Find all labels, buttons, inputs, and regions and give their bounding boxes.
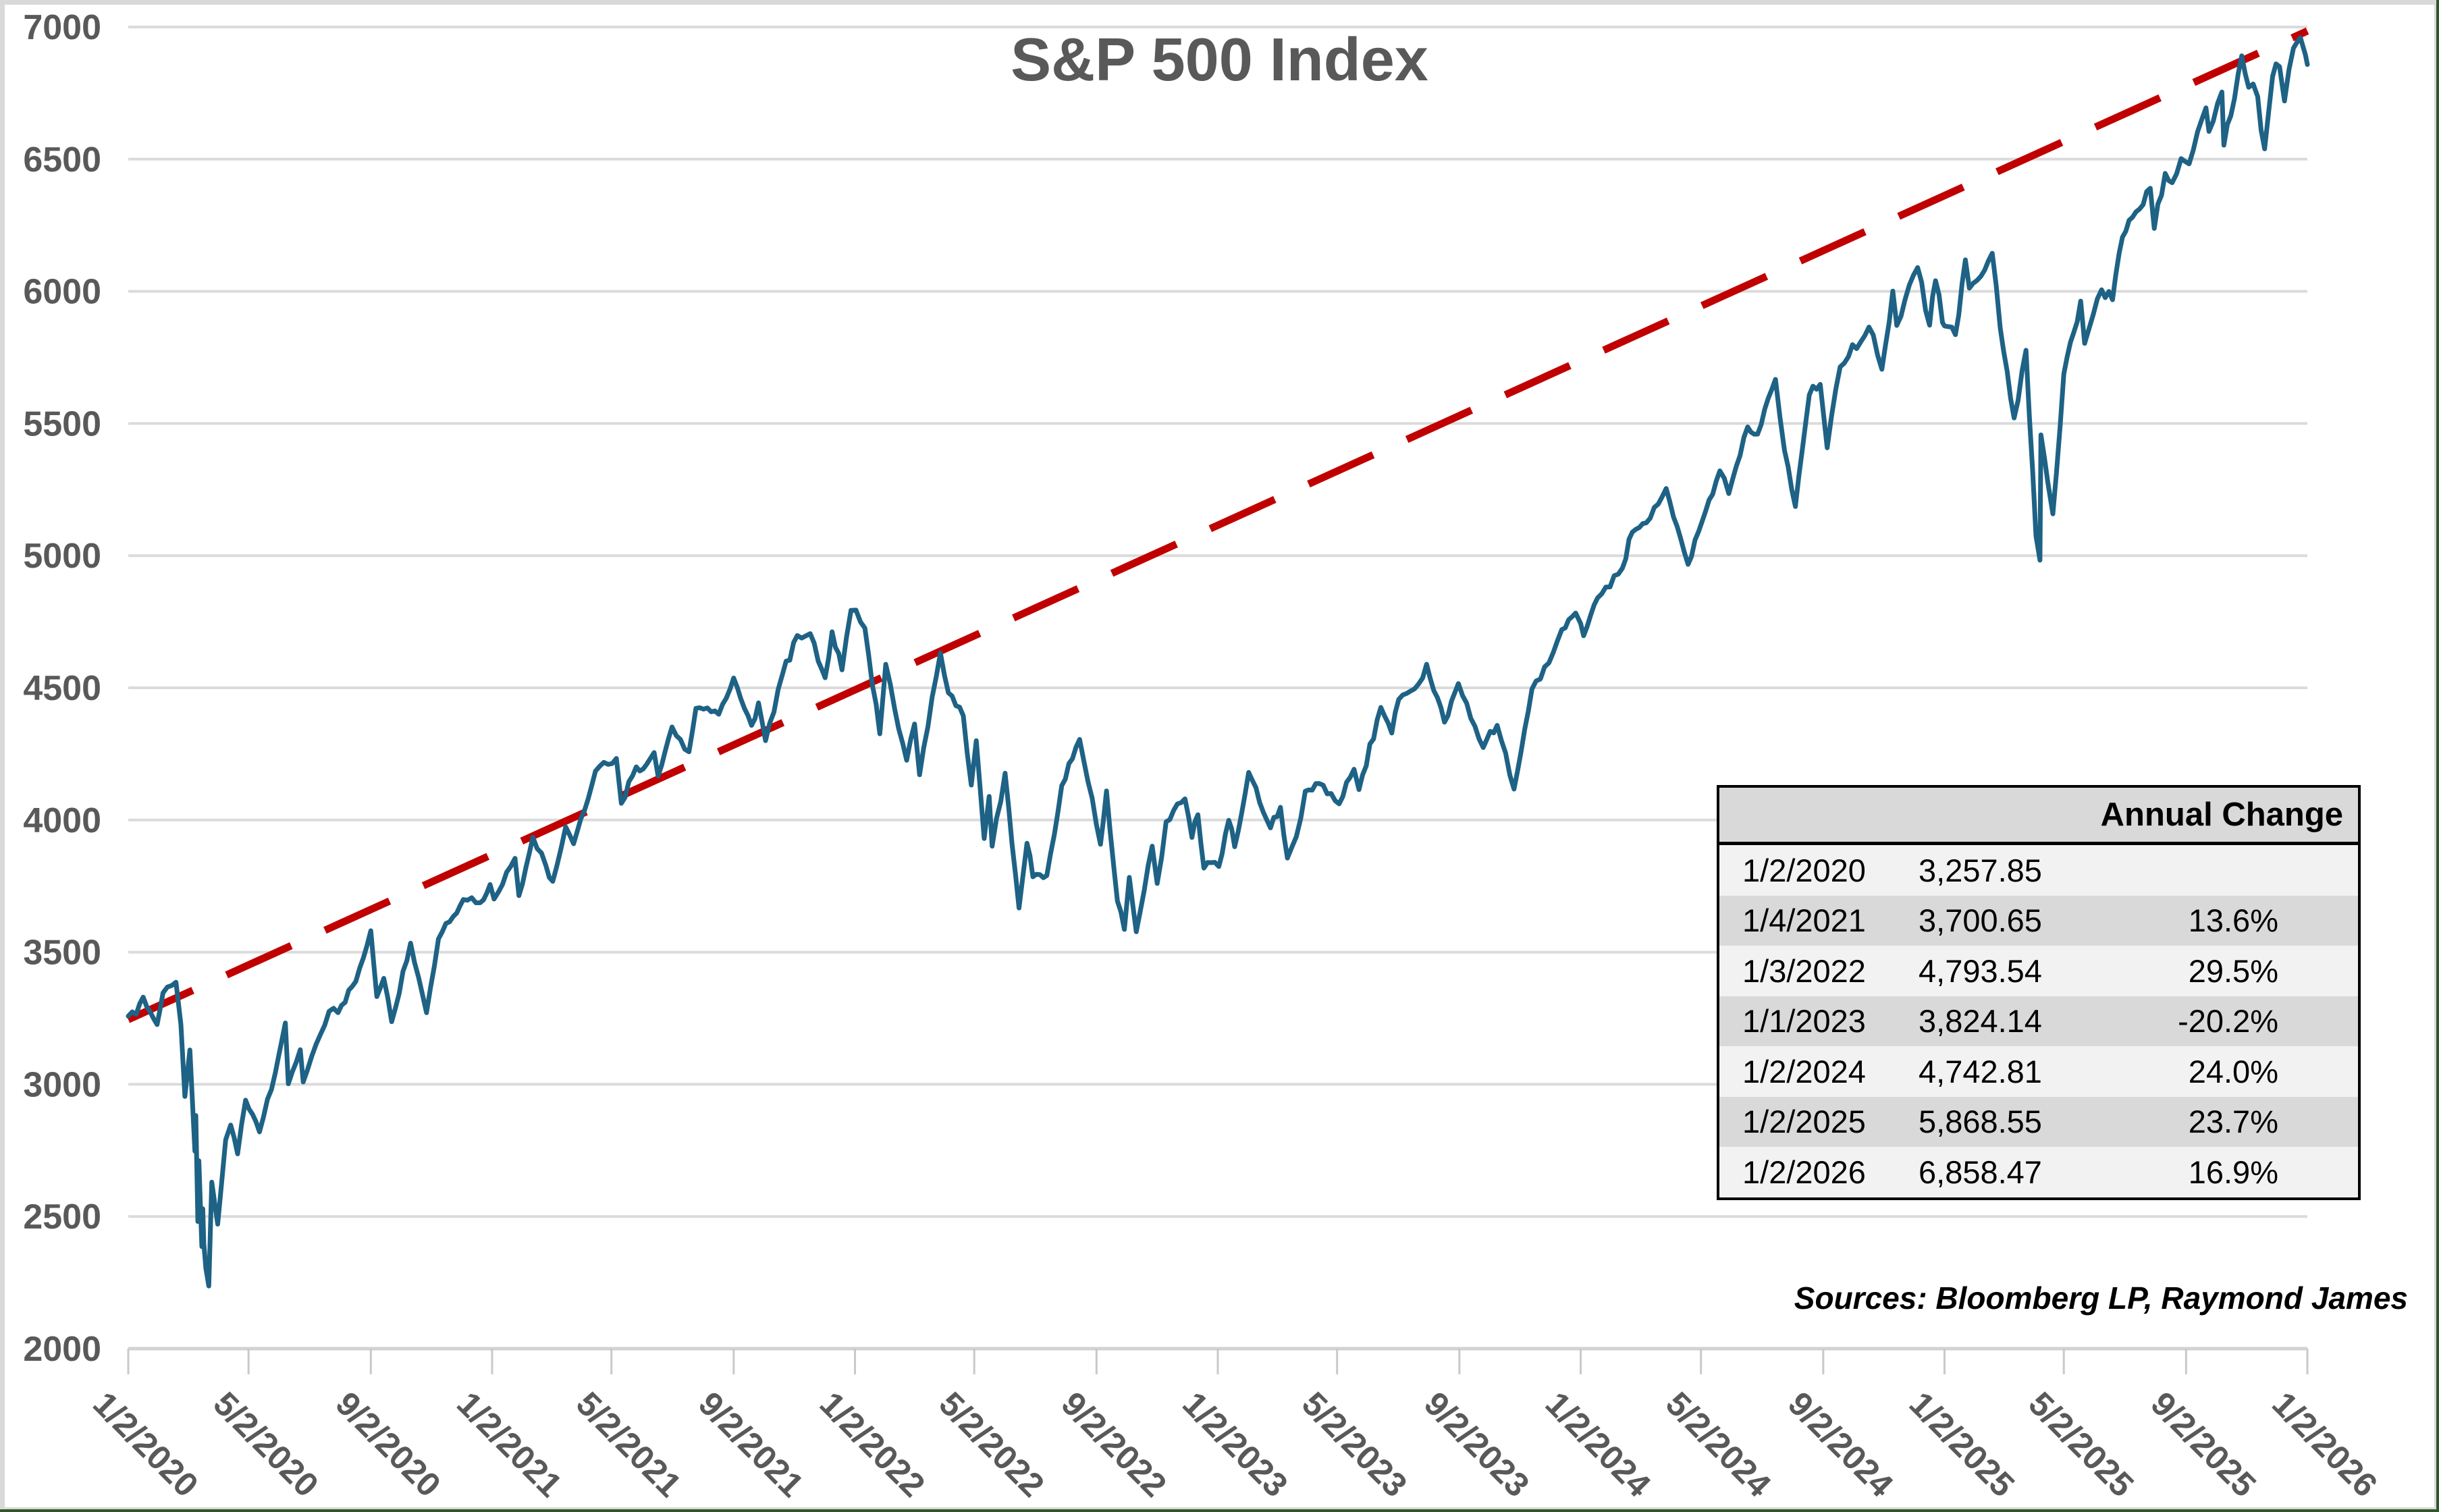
x-axis-label: 9/2/2021 <box>691 1384 811 1504</box>
cell-date: 1/1/2023 <box>1742 1003 1866 1040</box>
cell-change: 29.5% <box>2188 952 2278 989</box>
table-row-1-2-2026: 1/2/2026 6,858.47 16.9% <box>1719 1147 2358 1197</box>
cell-value: 3,700.65 <box>1919 902 2042 939</box>
chart-title: S&P 500 Index <box>1011 26 1428 94</box>
cell-value: 3,824.14 <box>1919 1003 2042 1040</box>
y-axis-label-6500: 6500 <box>23 140 101 180</box>
y-axis-label-2000: 2000 <box>23 1330 101 1369</box>
sp500-price-line <box>126 35 2310 1289</box>
right-edge-line <box>2436 0 2439 1512</box>
x-axis-label: 9/2/2023 <box>1417 1384 1536 1504</box>
cell-change: 23.7% <box>2188 1104 2278 1140</box>
table-row-1-4-2021: 1/4/2021 3,700.65 13.6% <box>1719 895 2358 946</box>
x-axis-label: 1/2/2022 <box>813 1384 932 1504</box>
source-note: Sources: Bloomberg LP, Raymond James <box>1794 1280 2408 1316</box>
cell-change: 16.9% <box>2188 1154 2278 1190</box>
y-axis-label-5000: 5000 <box>23 537 101 576</box>
cell-date: 1/2/2024 <box>1742 1053 1866 1089</box>
cell-date: 1/3/2022 <box>1742 952 1866 989</box>
table-row-1-2-2025: 1/2/2025 5,868.55 23.7% <box>1719 1096 2358 1147</box>
trend-line <box>126 27 2309 1023</box>
x-axis-label: 1/2/2023 <box>1175 1384 1295 1504</box>
x-axis-label: 5/2/2022 <box>932 1384 1051 1504</box>
x-axis-label: 9/2/2024 <box>1781 1384 1900 1504</box>
x-axis-label: 5/2/2020 <box>206 1384 325 1504</box>
cell-date: 1/2/2020 <box>1742 852 1866 888</box>
y-axis-label-4500: 4500 <box>23 669 101 708</box>
table-body: 1/2/2020 3,257.85 1/4/2021 3,700.65 13.6% 1/3… <box>1719 845 2358 1197</box>
y-axis-label-3500: 3500 <box>23 934 101 973</box>
x-axis-label: 1/2/2020 <box>86 1384 205 1504</box>
x-axis-label: 5/2/2021 <box>569 1384 689 1504</box>
x-axis-label: 1/2/2026 <box>2265 1384 2384 1504</box>
cell-value: 3,257.85 <box>1919 852 2042 888</box>
x-axis-label: 1/2/2025 <box>1902 1384 2022 1504</box>
bottom-edge-line <box>0 1509 2439 1512</box>
y-axis-label-7000: 7000 <box>23 8 101 47</box>
y-axis-label-3000: 3000 <box>23 1065 101 1104</box>
annual-change-table: Annual Change 1/2/2020 3,257.85 1/4/2021 3,… <box>1717 785 2361 1200</box>
x-axis-label: 9/2/2020 <box>329 1384 448 1504</box>
cell-date: 1/2/2025 <box>1742 1104 1866 1140</box>
cell-date: 1/4/2021 <box>1742 902 1866 939</box>
x-axis-label: 9/2/2025 <box>2144 1384 2263 1504</box>
cell-value: 6,858.47 <box>1919 1154 2042 1190</box>
cell-change: -20.2% <box>2178 1003 2278 1040</box>
cell-value: 4,793.54 <box>1919 952 2042 989</box>
table-row-1-2-2020: 1/2/2020 3,257.85 <box>1719 845 2358 896</box>
cell-value: 5,868.55 <box>1919 1104 2042 1140</box>
table-header: Annual Change <box>1719 788 2358 845</box>
cell-change: 13.6% <box>2188 902 2278 939</box>
y-axis-label-2500: 2500 <box>23 1197 101 1237</box>
cell-date: 1/2/2026 <box>1742 1154 1866 1190</box>
x-axis-label: 1/2/2021 <box>450 1384 569 1504</box>
table-row-1-3-2022: 1/3/2022 4,793.54 29.5% <box>1719 946 2358 996</box>
table-row-1-1-2023: 1/1/2023 3,824.14 -20.2% <box>1719 996 2358 1046</box>
x-axis-label: 5/2/2024 <box>1659 1384 1778 1504</box>
x-axis-label: 1/2/2024 <box>1538 1384 1658 1504</box>
x-axis-label: 5/2/2023 <box>1295 1384 1414 1504</box>
y-axis-label-5500: 5500 <box>23 404 101 443</box>
x-axis-label: 5/2/2025 <box>2021 1384 2141 1504</box>
y-axis-label-4000: 4000 <box>23 801 101 840</box>
x-axis-label: 9/2/2022 <box>1054 1384 1174 1504</box>
cell-value: 4,742.81 <box>1919 1053 2042 1089</box>
cell-change: 24.0% <box>2188 1053 2278 1089</box>
y-axis-label-6000: 6000 <box>23 273 101 312</box>
table-row-1-2-2024: 1/2/2024 4,742.81 24.0% <box>1719 1046 2358 1097</box>
